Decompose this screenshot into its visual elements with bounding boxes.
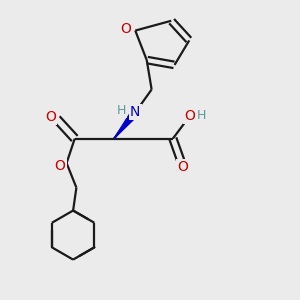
Text: H: H <box>117 104 126 117</box>
Text: N: N <box>130 105 140 119</box>
Text: H: H <box>197 109 206 122</box>
Text: O: O <box>177 160 188 174</box>
Text: O: O <box>184 109 195 123</box>
Text: O: O <box>55 159 65 173</box>
Text: O: O <box>121 22 132 36</box>
Polygon shape <box>114 110 138 139</box>
Text: O: O <box>45 110 56 124</box>
